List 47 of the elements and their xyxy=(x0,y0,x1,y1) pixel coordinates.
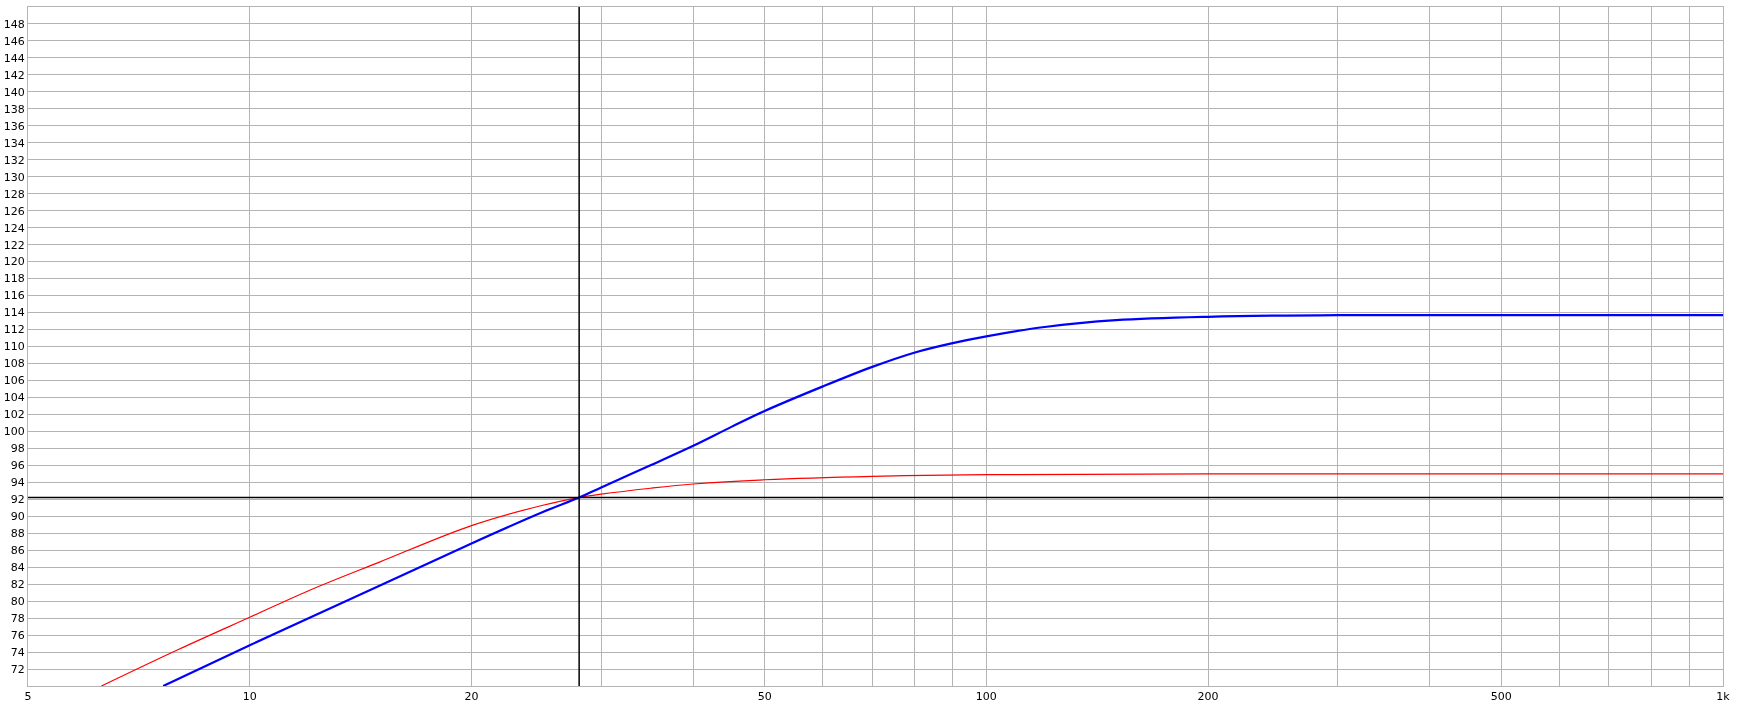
x-tick-label: 50 xyxy=(757,690,772,704)
y-tick-label: 130 xyxy=(3,170,25,184)
y-tick-label: 74 xyxy=(10,645,25,659)
y-tick-label: 118 xyxy=(3,272,25,286)
y-tick-label: 86 xyxy=(10,544,25,558)
y-tick-label: 98 xyxy=(10,442,25,456)
y-tick-label: 102 xyxy=(3,408,25,422)
y-tick-label: 148 xyxy=(3,17,25,31)
y-tick-label: 80 xyxy=(10,594,25,608)
y-tick-label: 120 xyxy=(3,255,25,269)
x-tick-label: 5 xyxy=(24,690,32,704)
y-tick-label: 126 xyxy=(3,204,25,218)
y-tick-label: 128 xyxy=(3,187,25,201)
y-tick-label: 90 xyxy=(10,510,25,524)
y-tick-label: 138 xyxy=(3,102,25,116)
x-tick-label: 200 xyxy=(1197,690,1219,704)
y-tick-label: 76 xyxy=(10,628,25,642)
y-tick-label: 142 xyxy=(3,68,25,82)
y-tick-label: 132 xyxy=(3,153,25,167)
y-tick-label: 96 xyxy=(10,459,25,473)
y-tick-label: 78 xyxy=(10,611,25,625)
y-tick-label: 124 xyxy=(3,221,25,235)
y-tick-label: 94 xyxy=(10,476,25,490)
y-tick-label: 112 xyxy=(3,323,25,337)
y-tick-label: 114 xyxy=(3,306,25,320)
x-tick-label: 1k xyxy=(1716,690,1731,704)
y-tick-label: 82 xyxy=(10,578,25,591)
x-tick-label: 500 xyxy=(1490,690,1512,704)
x-tick-label: 100 xyxy=(975,690,997,704)
x-tick-label: 20 xyxy=(464,690,479,704)
y-tick-label: 88 xyxy=(10,527,25,541)
y-tick-label: 100 xyxy=(3,425,25,439)
y-tick-label: 108 xyxy=(3,357,25,371)
y-tick-label: 134 xyxy=(3,136,25,150)
y-tick-label: 72 xyxy=(10,662,25,676)
y-tick-label: 104 xyxy=(3,391,25,405)
y-tick-label: 110 xyxy=(3,340,25,354)
y-tick-label: 146 xyxy=(3,34,25,48)
y-tick-label: 116 xyxy=(3,289,25,303)
y-tick-label: 122 xyxy=(3,238,25,252)
y-tick-label: 140 xyxy=(3,85,25,99)
y-tick-label: 84 xyxy=(10,561,25,575)
x-tick-label: 10 xyxy=(242,690,257,704)
y-tick-label: 144 xyxy=(3,51,25,65)
y-tick-label: 106 xyxy=(3,374,25,388)
y-tick-label: 92 xyxy=(10,493,25,507)
y-tick-label: 136 xyxy=(3,119,25,133)
